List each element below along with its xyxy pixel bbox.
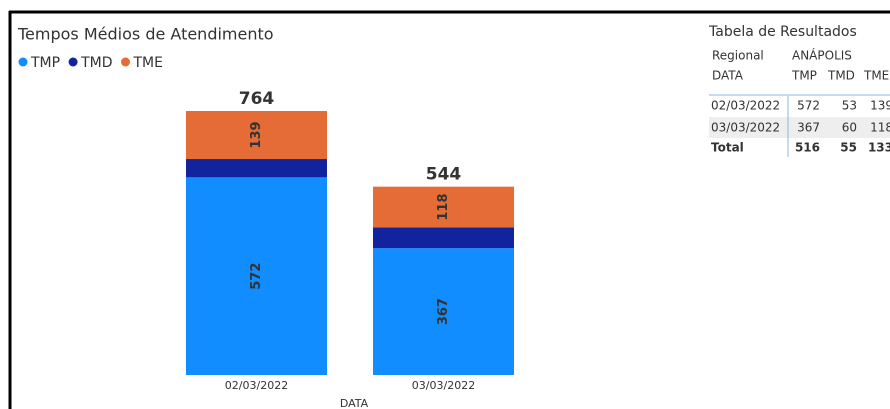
- legend-marker: [68, 57, 78, 67]
- table-cell: 516: [795, 141, 820, 155]
- legend-label: TMD: [80, 55, 112, 71]
- table-header: ANÁPOLIS: [792, 48, 852, 63]
- table-cell: 60: [842, 121, 857, 135]
- table-cell: 133: [868, 141, 890, 155]
- table-row-band: [709, 117, 890, 138]
- data-label: 139: [249, 121, 264, 148]
- table-cell: Total: [711, 141, 744, 155]
- table-cell: 02/03/2022: [711, 99, 780, 113]
- table-header: TMP: [791, 69, 817, 83]
- legend-label: TMP: [30, 55, 60, 71]
- data-label: 118: [436, 193, 451, 220]
- table-cell: 139: [870, 99, 890, 113]
- table-cell: 53: [842, 99, 857, 113]
- bar-segment: [373, 227, 514, 249]
- data-label: 367: [436, 298, 451, 325]
- data-label: 572: [249, 263, 264, 290]
- table-cell: 118: [870, 121, 890, 135]
- x-tick-label: 02/03/2022: [225, 379, 288, 392]
- x-axis-title: DATA: [340, 397, 369, 409]
- table-header: Regional: [712, 49, 764, 63]
- table-cell: 55: [840, 141, 857, 155]
- legend-marker: [18, 57, 28, 67]
- chart-title: Tempos Médios de Atendimento: [17, 25, 274, 44]
- bar-segment: [186, 177, 327, 375]
- legend-marker: [121, 57, 130, 67]
- bar-segment: [186, 159, 327, 178]
- total-label: 764: [239, 89, 275, 109]
- table-cell: 367: [797, 121, 820, 135]
- legend-label: TME: [133, 55, 163, 71]
- bar-segment: [186, 111, 327, 160]
- total-label: 544: [426, 165, 462, 185]
- bar-segment: [373, 248, 514, 375]
- table-header: DATA: [712, 69, 744, 83]
- table-cell: 572: [797, 99, 820, 113]
- x-tick-label: 03/03/2022: [412, 379, 475, 392]
- table-title: Tabela de Resultados: [708, 24, 857, 40]
- table-header: TMD: [827, 69, 855, 83]
- bar-segment: [373, 186, 514, 228]
- table-header: TME: [863, 69, 889, 83]
- table-cell: 03/03/2022: [711, 121, 780, 135]
